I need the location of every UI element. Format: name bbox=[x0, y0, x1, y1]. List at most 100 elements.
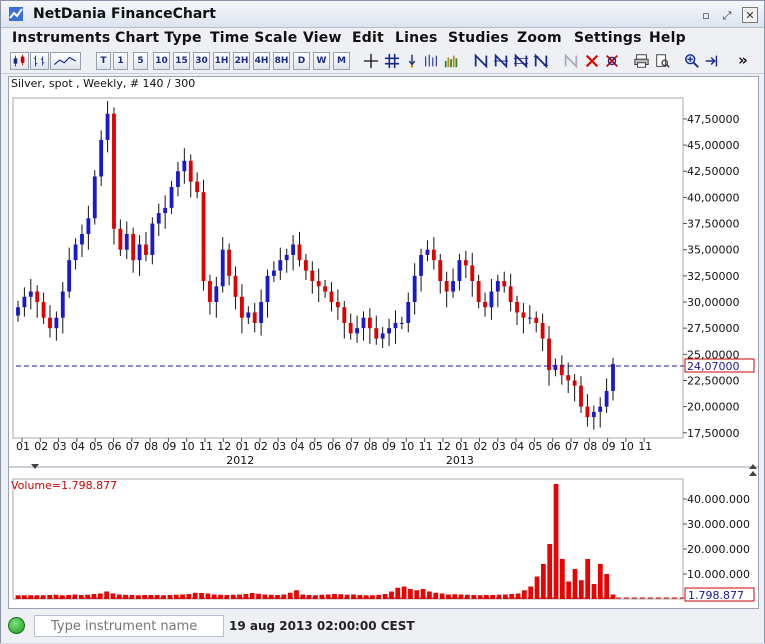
menu-view[interactable]: View bbox=[303, 30, 342, 46]
volume-bar bbox=[566, 581, 572, 599]
period-1m-button[interactable]: 1 bbox=[113, 52, 128, 70]
volume-bar bbox=[490, 595, 496, 599]
candle-body bbox=[393, 322, 398, 329]
panel-resize-down-icon[interactable] bbox=[31, 464, 39, 469]
volume-bar bbox=[553, 484, 559, 599]
delete-icon[interactable] bbox=[583, 52, 601, 70]
crosshair-icon[interactable] bbox=[362, 52, 380, 70]
chart-header: Silver, spot , Weekly, # 140 / 300 bbox=[11, 77, 196, 90]
panel-resize-up-icon[interactable] bbox=[749, 464, 757, 469]
volume-chart-icon[interactable] bbox=[442, 52, 461, 70]
month-tick-label: 07 bbox=[565, 440, 579, 453]
volume-bar bbox=[465, 594, 470, 599]
period-4h-button[interactable]: 4H bbox=[253, 52, 270, 70]
volume-bar bbox=[522, 590, 527, 599]
menu-instruments[interactable]: Instruments bbox=[12, 30, 111, 46]
period-daily-button[interactable]: D bbox=[293, 52, 310, 70]
period-5m-button[interactable]: 5 bbox=[133, 52, 148, 70]
month-tick-label: 08 bbox=[364, 440, 378, 453]
volume-bar bbox=[484, 595, 489, 599]
candle-body bbox=[156, 213, 161, 224]
month-tick-label: 06 bbox=[108, 440, 122, 453]
volume-bar bbox=[148, 595, 154, 599]
volume-bar bbox=[503, 594, 508, 599]
menu-settings[interactable]: Settings bbox=[574, 30, 642, 46]
delete-line-disabled-icon[interactable] bbox=[562, 52, 580, 70]
volume-bar bbox=[287, 592, 293, 599]
candle-body bbox=[483, 302, 487, 308]
volume-bar bbox=[205, 593, 211, 599]
month-tick-label: 05 bbox=[528, 440, 542, 453]
period-2h-button[interactable]: 2H bbox=[233, 52, 250, 70]
toolbar-overflow-button[interactable]: » bbox=[738, 51, 748, 69]
volume-panel-up-icon[interactable] bbox=[749, 471, 757, 476]
trend-line-icon[interactable] bbox=[472, 52, 490, 70]
menu-help[interactable]: Help bbox=[649, 30, 686, 46]
period-15m-button[interactable]: 15 bbox=[173, 52, 190, 70]
candle-body bbox=[444, 281, 449, 292]
candle-body bbox=[380, 333, 385, 339]
menu-studies[interactable]: Studies bbox=[448, 30, 509, 46]
close-button[interactable]: ✕ bbox=[742, 7, 758, 23]
volume-bar bbox=[161, 595, 166, 599]
instrument-search-input[interactable] bbox=[34, 615, 224, 637]
month-tick-label: 09 bbox=[602, 440, 616, 453]
menu-edit[interactable]: Edit bbox=[352, 30, 384, 46]
volume-bar bbox=[116, 594, 122, 599]
period-t-button[interactable]: T bbox=[96, 52, 111, 70]
volume-bar bbox=[154, 595, 160, 599]
menu-zoom[interactable]: Zoom bbox=[517, 30, 562, 46]
candle-body bbox=[67, 260, 72, 292]
chart-axes: 47,50000 45,00000 42,50000 40,00000 37,50000… bbox=[16, 113, 750, 581]
minimize-button[interactable]: ▫ bbox=[702, 9, 710, 22]
candle-body bbox=[22, 296, 27, 308]
candle-body bbox=[425, 249, 430, 255]
period-1h-button[interactable]: 1H bbox=[213, 52, 230, 70]
price-tick-label: 37,50000 bbox=[687, 218, 740, 231]
month-tick-label: 04 bbox=[71, 440, 85, 453]
period-10m-button[interactable]: 10 bbox=[153, 52, 170, 70]
volume-bar bbox=[604, 574, 610, 599]
info-cursor-icon[interactable] bbox=[403, 52, 421, 70]
line-type-icon[interactable] bbox=[50, 52, 81, 70]
menu-time-scale[interactable]: Time Scale bbox=[210, 30, 298, 46]
tick-chart-icon[interactable] bbox=[422, 52, 440, 70]
chart-panel[interactable] bbox=[8, 76, 759, 609]
period-30m-button[interactable]: 30 bbox=[193, 52, 210, 70]
candle-body bbox=[419, 254, 423, 276]
print-preview-icon[interactable] bbox=[653, 52, 672, 70]
candle-body bbox=[131, 234, 136, 261]
month-tick-label: 11 bbox=[638, 440, 652, 453]
grid-icon[interactable] bbox=[383, 52, 401, 70]
volume-bar bbox=[66, 595, 72, 599]
candle-body bbox=[265, 275, 270, 302]
fibonacci-icon[interactable] bbox=[512, 52, 530, 70]
volume-tick-label: 10.000.000 bbox=[687, 568, 750, 581]
fan-lines-icon[interactable] bbox=[532, 52, 550, 70]
zoom-in-icon[interactable] bbox=[683, 52, 701, 70]
price-tick-label: 35,00000 bbox=[687, 244, 740, 257]
volume-bar bbox=[78, 595, 84, 599]
period-8h-button[interactable]: 8H bbox=[273, 52, 290, 70]
candle-body bbox=[540, 322, 545, 339]
volume-bar bbox=[15, 595, 21, 599]
period-monthly-button[interactable]: M bbox=[333, 52, 350, 70]
candle-body bbox=[271, 270, 276, 276]
month-tick-label: 06 bbox=[327, 440, 341, 453]
auto-scroll-icon[interactable] bbox=[703, 52, 721, 70]
parallel-lines-icon[interactable] bbox=[492, 52, 510, 70]
volume-bar bbox=[559, 559, 565, 599]
period-weekly-button[interactable]: W bbox=[313, 52, 330, 70]
bar-type-icon[interactable] bbox=[30, 52, 49, 70]
candle-body bbox=[284, 254, 289, 261]
menu-chart-type[interactable]: Chart Type bbox=[115, 30, 202, 46]
menu-lines[interactable]: Lines bbox=[395, 30, 438, 46]
maximize-button[interactable]: ⤢ bbox=[722, 9, 732, 22]
candlestick-type-icon[interactable] bbox=[10, 52, 29, 70]
print-icon[interactable] bbox=[632, 52, 651, 70]
candle-body bbox=[559, 364, 564, 376]
delete-all-icon[interactable] bbox=[603, 52, 621, 70]
candle-body bbox=[591, 411, 596, 418]
volume-bar bbox=[401, 586, 407, 599]
